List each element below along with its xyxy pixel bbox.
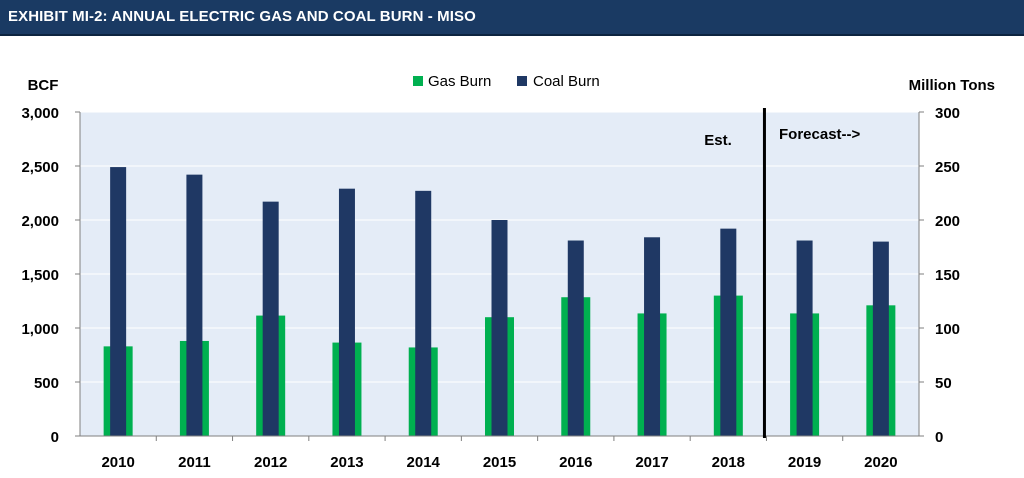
x-tick-label: 2018 — [712, 454, 745, 471]
coal-burn-bar — [567, 240, 584, 436]
bars — [103, 167, 896, 436]
x-tick-label: 2014 — [407, 454, 441, 471]
forecast-annotation: Forecast--> — [779, 126, 861, 143]
axes — [75, 108, 924, 441]
x-tick-label: 2020 — [864, 454, 897, 471]
coal-burn-bar — [338, 188, 355, 436]
right-tick-label: 50 — [935, 375, 952, 392]
legend: Gas Burn Coal Burn — [413, 73, 600, 90]
left-tick-label: 500 — [34, 375, 59, 392]
x-tick-label: 2016 — [559, 454, 592, 471]
x-tick-label: 2013 — [330, 454, 363, 471]
right-tick-label: 300 — [935, 105, 960, 122]
left-axis-title: BCF — [28, 77, 59, 94]
coal-burn-bar — [415, 190, 432, 436]
coal-burn-bar — [872, 241, 889, 436]
x-tick-label: 2010 — [101, 454, 134, 471]
legend-coal-swatch — [517, 76, 527, 86]
left-tick-label: 0 — [51, 429, 59, 446]
x-tick-label: 2015 — [483, 454, 516, 471]
left-tick-label: 1,500 — [21, 267, 59, 284]
coal-burn-bar — [110, 167, 127, 436]
exhibit-title: EXHIBIT MI-2: ANNUAL ELECTRIC GAS AND CO… — [8, 8, 476, 25]
x-tick-label: 2011 — [178, 454, 211, 471]
legend-coal-label: Coal Burn — [533, 73, 600, 90]
right-tick-label: 0 — [935, 429, 943, 446]
exhibit-header: EXHIBIT MI-2: ANNUAL ELECTRIC GAS AND CO… — [0, 0, 1024, 36]
x-tick-label: 2019 — [788, 454, 821, 471]
right-tick-label: 200 — [935, 213, 960, 230]
coal-burn-bar — [491, 220, 508, 436]
coal-burn-bar — [644, 237, 661, 436]
coal-burn-bar — [720, 228, 737, 436]
legend-gas-label: Gas Burn — [428, 73, 491, 90]
legend-gas-swatch — [413, 76, 423, 86]
labels: 0 0 500 50 1,000 100 1,500 150 2,000 200 2,500 250 3… — [21, 77, 995, 471]
left-tick-label: 1,000 — [21, 321, 59, 338]
right-tick-label: 250 — [935, 159, 960, 176]
right-tick-label: 100 — [935, 321, 960, 338]
coal-burn-bar — [796, 240, 813, 436]
right-axis-title: Million Tons — [909, 77, 995, 94]
left-tick-label: 3,000 — [21, 105, 59, 122]
left-tick-label: 2,500 — [21, 159, 59, 176]
right-tick-label: 150 — [935, 267, 960, 284]
estimate-annotation: Est. — [704, 132, 732, 149]
coal-burn-bar — [186, 174, 203, 436]
left-tick-label: 2,000 — [21, 213, 59, 230]
x-tick-label: 2017 — [635, 454, 668, 471]
x-tick-label: 2012 — [254, 454, 287, 471]
coal-burn-bar — [262, 201, 279, 436]
